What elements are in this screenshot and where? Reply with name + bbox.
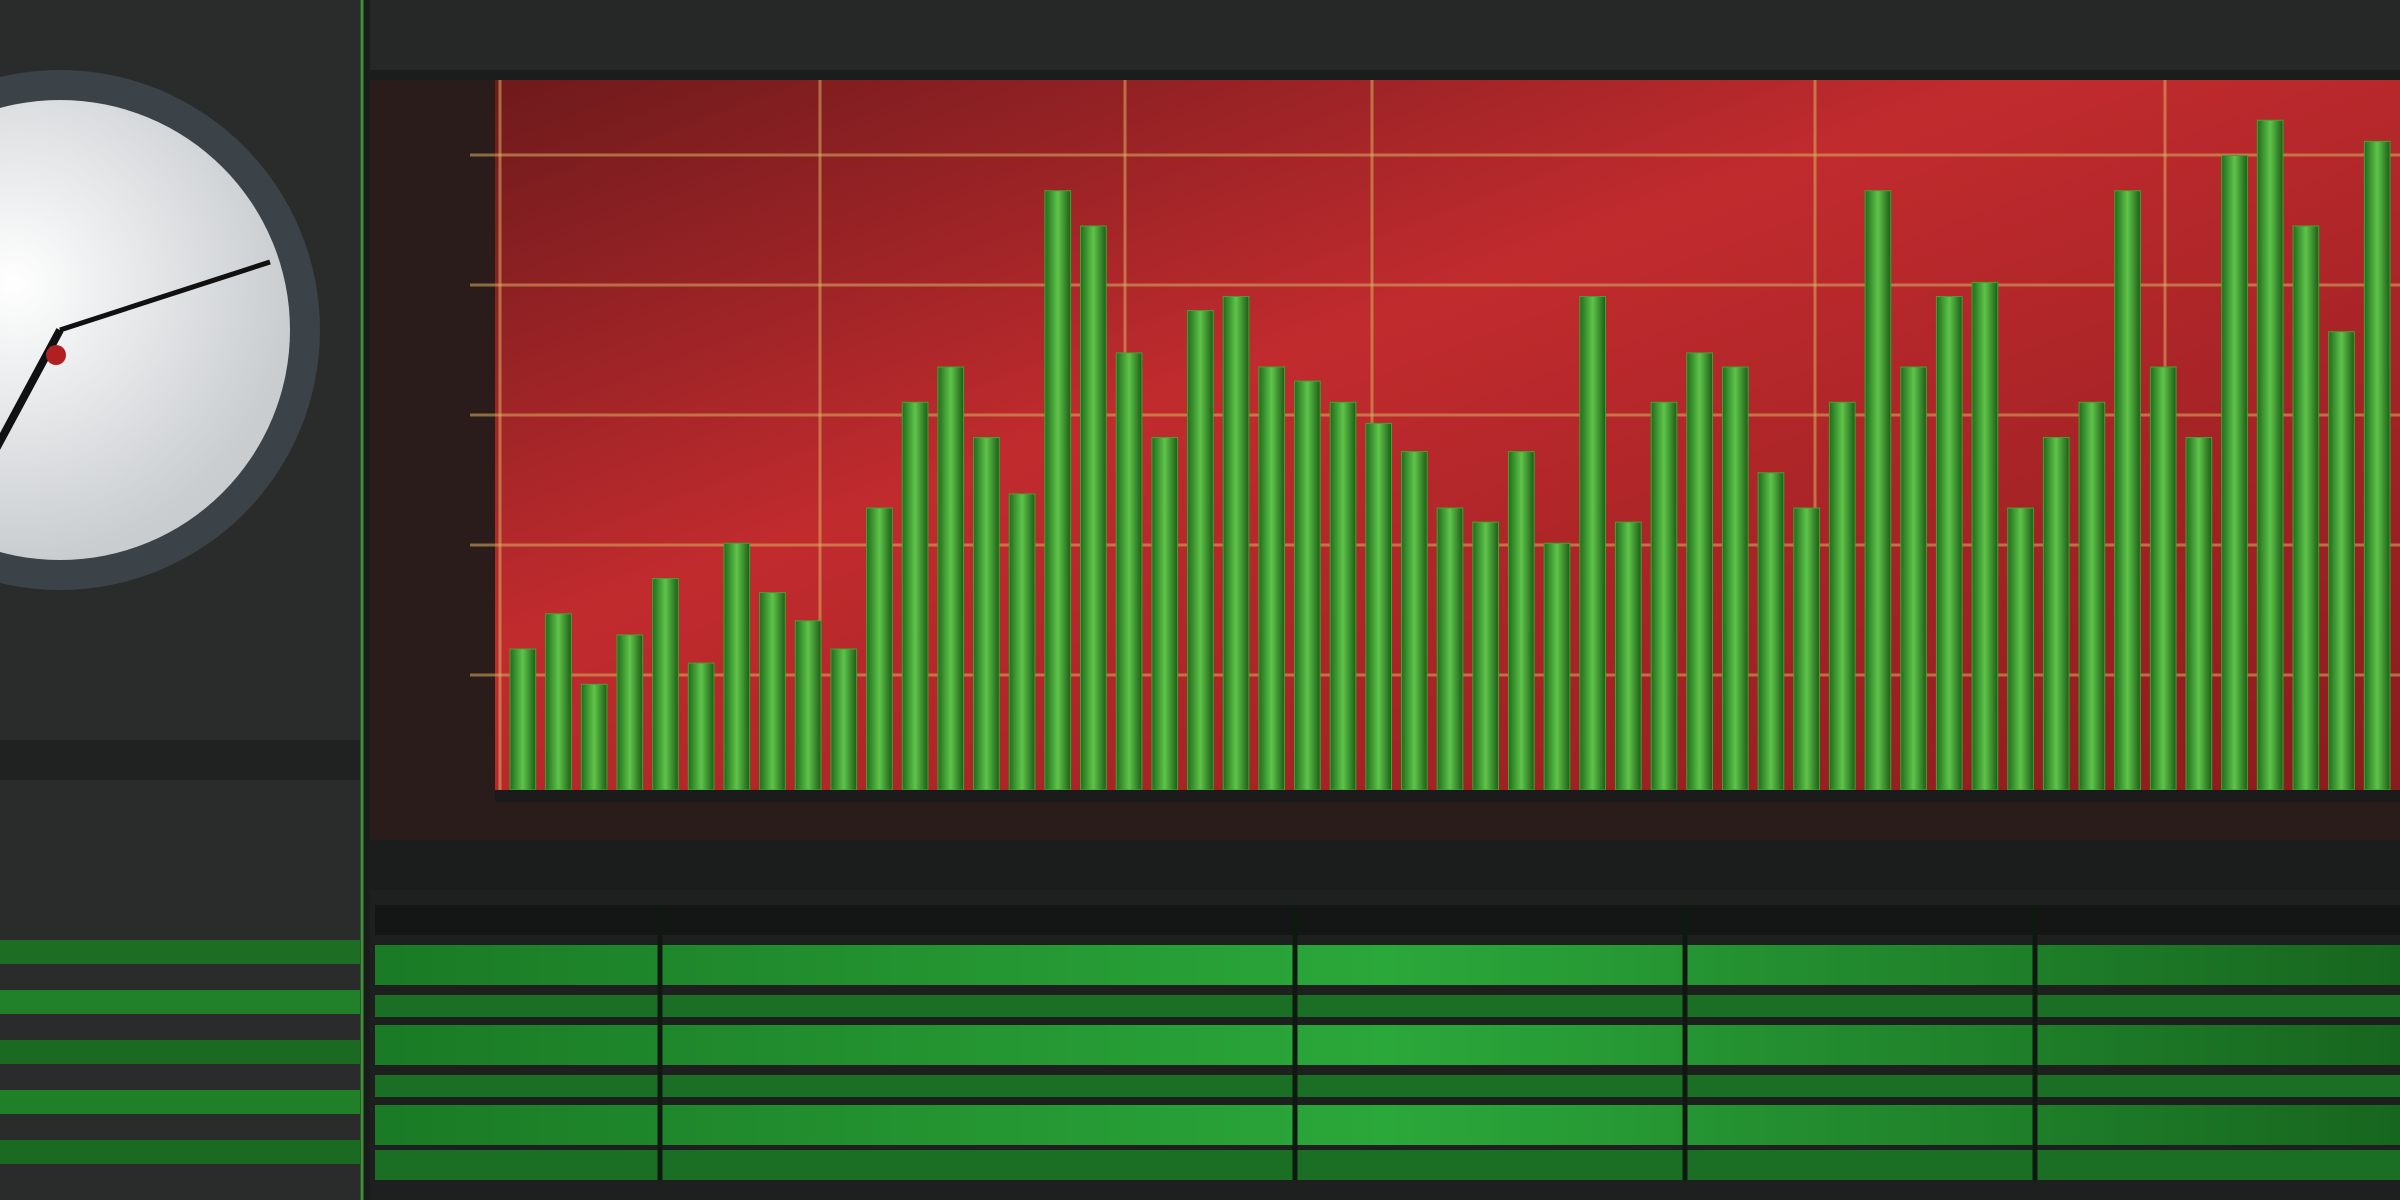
bar	[2149, 366, 2177, 791]
bar	[2256, 119, 2284, 791]
bar	[1507, 451, 1535, 791]
clock-center	[46, 345, 66, 365]
bar	[2185, 437, 2213, 791]
bar	[1258, 366, 1286, 791]
bar	[1971, 281, 1999, 791]
clock-face	[0, 100, 290, 560]
bar	[759, 592, 786, 791]
bar	[545, 613, 572, 791]
bar	[1721, 366, 1749, 791]
bar	[723, 542, 751, 791]
bar	[1008, 493, 1036, 791]
bar	[509, 648, 537, 791]
bar	[2007, 507, 2034, 791]
clock-hand	[59, 259, 271, 333]
bar	[2363, 140, 2391, 791]
bar	[2042, 437, 2070, 791]
clock	[0, 70, 320, 590]
bar	[580, 683, 608, 791]
row	[0, 990, 360, 1014]
column-dividers	[657, 905, 2038, 1180]
x-axis	[495, 790, 2400, 802]
bar	[687, 662, 715, 791]
side-header	[0, 740, 360, 780]
bar	[794, 620, 822, 791]
row	[375, 1075, 2400, 1097]
bar	[1222, 296, 1250, 791]
bar	[937, 366, 965, 791]
bar	[901, 401, 929, 791]
bar	[1650, 401, 1678, 791]
bar	[1543, 542, 1571, 791]
bar	[1294, 380, 1321, 791]
row	[0, 1040, 360, 1064]
bar	[616, 634, 644, 791]
row	[375, 945, 2400, 985]
row	[0, 1090, 360, 1114]
row	[0, 1140, 360, 1164]
bar	[1044, 190, 1072, 791]
bar	[830, 648, 858, 791]
bar	[1115, 352, 1143, 791]
row	[375, 1105, 2400, 1145]
bar	[1365, 422, 1393, 791]
bar	[1436, 507, 1464, 791]
bar	[1686, 352, 1713, 791]
bar	[1793, 507, 1820, 791]
bar	[1080, 225, 1107, 791]
bar	[1757, 472, 1785, 791]
bar	[2292, 225, 2320, 791]
bar	[2221, 155, 2248, 791]
bar	[866, 507, 893, 791]
bar	[973, 437, 1000, 791]
row	[375, 1025, 2400, 1065]
bar	[1401, 451, 1428, 791]
table	[375, 945, 2400, 1180]
bar	[1472, 521, 1499, 791]
bar	[652, 578, 679, 791]
table-header	[375, 905, 2400, 935]
bar	[1900, 366, 1927, 791]
bar	[2114, 190, 2141, 791]
bar	[1151, 437, 1179, 791]
row	[375, 995, 2400, 1017]
bar	[1329, 401, 1357, 791]
row	[375, 1150, 2400, 1180]
chart-header	[370, 0, 2400, 70]
bar	[2078, 401, 2106, 791]
bar	[1614, 521, 1642, 791]
bar	[2328, 331, 2355, 791]
bar	[1828, 401, 1856, 791]
side-table	[0, 940, 360, 1164]
row	[0, 940, 360, 964]
bars	[509, 119, 2391, 791]
bar	[1187, 310, 1214, 791]
bar	[1935, 296, 1963, 791]
bar	[1579, 296, 1606, 791]
bar	[1864, 190, 1892, 791]
